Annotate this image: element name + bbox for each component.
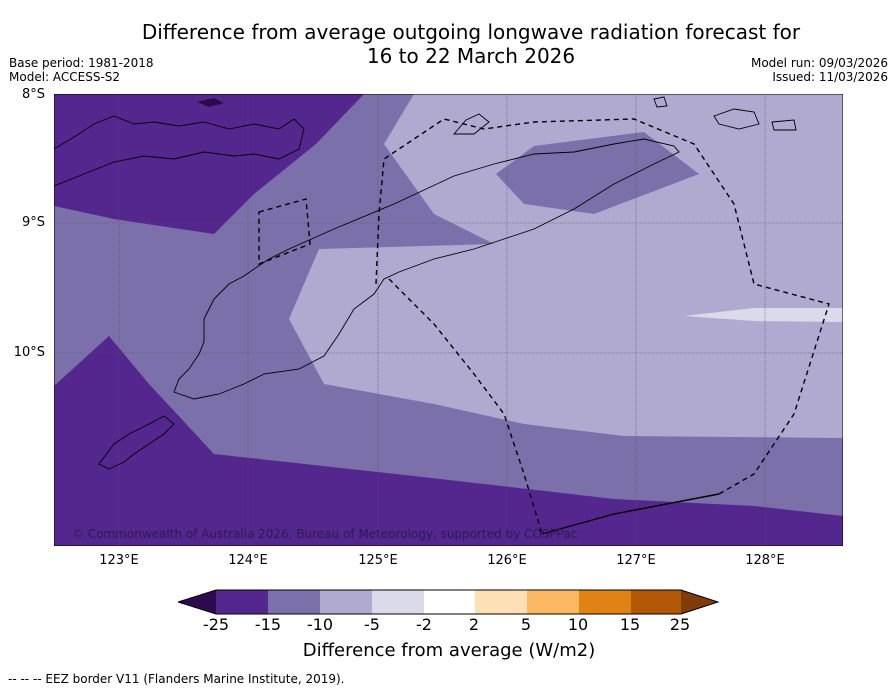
colorbar-seg — [631, 590, 681, 614]
lon-label-123e: 123°E — [99, 553, 139, 568]
issued-date: Issued: 11/03/2026 — [772, 70, 888, 84]
lon-label-125e: 125°E — [358, 553, 398, 568]
anomaly-band-minus2 — [684, 308, 843, 322]
coastlines — [54, 96, 797, 470]
map-title: Difference from average outgoing longwav… — [100, 20, 842, 68]
colorbar-tick: 15 — [619, 615, 641, 634]
eez-footnote: -- -- -- EEZ border V11 (Flanders Marine… — [8, 672, 345, 686]
colorbar-extend-low — [178, 590, 216, 614]
eez-timor-leste — [375, 118, 830, 495]
coast-timor — [173, 138, 680, 400]
colorbar-tick: -15 — [254, 615, 282, 634]
map-panel: © Commonwealth of Australia 2026, Bureau… — [54, 94, 843, 546]
colorbar-seg — [320, 590, 372, 614]
colorbar-tick: 2 — [468, 615, 480, 634]
colorbar-tick: -5 — [364, 615, 380, 634]
colorbar-tick: 25 — [669, 615, 691, 634]
anomaly-band-minus15-north — [54, 94, 364, 234]
coast-flores — [54, 115, 305, 187]
colorbar-seg — [475, 590, 527, 614]
lat-label-9s: 9°S — [21, 215, 45, 230]
colorbar — [178, 589, 720, 615]
colorbar-seg — [527, 590, 579, 614]
graticule — [54, 94, 843, 546]
colorbar-tick: -25 — [202, 615, 230, 634]
base-period: Base period: 1981-2018 — [9, 56, 154, 70]
colorbar-tick: -10 — [306, 615, 334, 634]
lon-label-127e: 127°E — [616, 553, 656, 568]
eez-border — [258, 118, 830, 535]
lat-label-10s: 10°S — [13, 345, 45, 360]
copyright-notice: © Commonwealth of Australia 2026, Bureau… — [72, 527, 577, 541]
anomaly-band-minus25-spot — [197, 98, 224, 107]
lon-label-126e: 126°E — [487, 553, 527, 568]
colorbar-seg — [216, 590, 268, 614]
lon-label-124e: 124°E — [228, 553, 268, 568]
meta-left: Base period: 1981-2018 Model: ACCESS-S2 — [9, 56, 154, 84]
anomaly-band-minus15-south — [54, 336, 843, 546]
anomaly-band-minus10-east — [496, 132, 699, 214]
colorbar-seg — [579, 590, 631, 614]
title-line-1: Difference from average outgoing longwav… — [141, 20, 801, 44]
model-run: Model run: 09/03/2026 — [750, 56, 888, 70]
colorbar-seg — [424, 590, 475, 614]
coast-alor — [453, 113, 490, 135]
coast-eastern-islands — [713, 108, 760, 130]
colorbar-tick: 5 — [520, 615, 532, 634]
lon-label-128e: 128°E — [745, 553, 785, 568]
coast-wetar-islet — [653, 96, 668, 108]
colorbar-extend-high — [681, 590, 718, 614]
meta-right: Model run: 09/03/2026 Issued: 11/03/2026 — [751, 56, 888, 84]
coast-rote — [98, 415, 175, 470]
title-line-2: 16 to 22 March 2026 — [366, 44, 576, 68]
colorbar-label: Difference from average (W/m2) — [302, 640, 596, 661]
colorbar-outline — [178, 589, 720, 615]
eez-solid-segment — [541, 493, 720, 535]
colorbar-seg — [372, 590, 424, 614]
lat-label-8s: 8°S — [21, 87, 45, 102]
anomaly-band-minus10 — [54, 94, 843, 546]
coast-islet-east — [771, 119, 797, 131]
model-name: Model: ACCESS-S2 — [9, 70, 121, 84]
colorbar-tick: 10 — [567, 615, 589, 634]
colorbar-seg — [268, 590, 320, 614]
eez-oecusse — [258, 198, 311, 266]
colorbar-tick: -2 — [416, 615, 432, 634]
